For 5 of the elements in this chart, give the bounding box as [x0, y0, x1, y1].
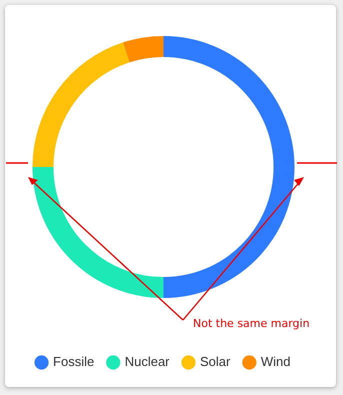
legend-label: Solar	[200, 354, 232, 370]
text: Not the same margin	[193, 317, 310, 330]
legend-label: Wind	[260, 354, 290, 370]
legend-label: Fossile	[53, 354, 94, 370]
legend-label: Nuclear	[124, 354, 170, 370]
